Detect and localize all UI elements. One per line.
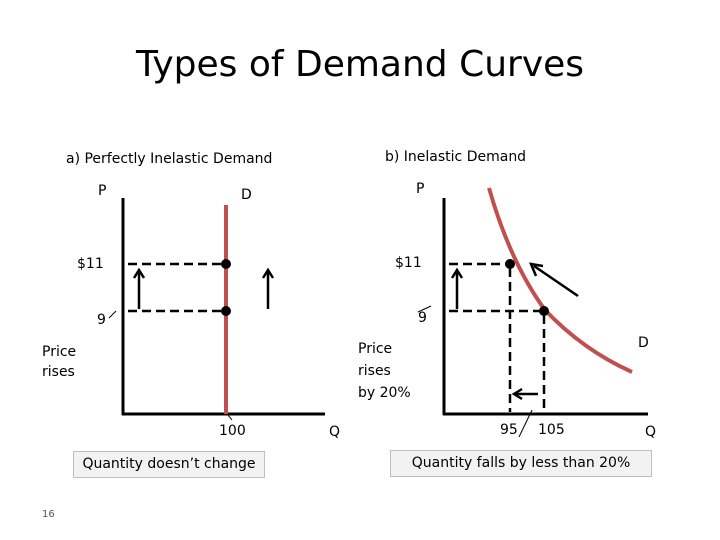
- left-price-high: $11: [77, 256, 104, 272]
- left-axis-q: Q: [329, 424, 341, 440]
- left-point-11: [221, 259, 231, 269]
- left-curve-label: D: [241, 187, 252, 203]
- left-quantity-note: Quantity doesn’t change: [73, 451, 265, 478]
- right-axis-q: Q: [645, 424, 657, 440]
- left-q100-pointer: [227, 414, 233, 421]
- left-quantity: 100: [219, 423, 246, 439]
- right-price-note-line-1: Price: [358, 341, 393, 357]
- right-q95-pointer: [518, 409, 533, 438]
- right-point-11: [505, 259, 515, 269]
- left-nine-pointer: [108, 310, 117, 319]
- right-price-note: Price rises by 20%: [358, 338, 428, 410]
- right-quantity-low: 95: [500, 422, 518, 438]
- right-price-high: $11: [395, 255, 422, 271]
- left-price-note-text: Price rises: [42, 344, 77, 380]
- right-price-note-line-3: by 20%: [358, 385, 411, 401]
- left-point-9: [221, 306, 231, 316]
- slide-title: Types of Demand Curves: [135, 44, 585, 85]
- right-axis-p: P: [416, 181, 425, 197]
- right-graph: [442, 187, 648, 416]
- left-heading: a) Perfectly Inelastic Demand: [66, 151, 273, 167]
- right-nine-pointer: [417, 305, 432, 313]
- right-curve-label: D: [638, 335, 649, 351]
- slide-number: 16: [42, 509, 55, 520]
- left-price-note: Price rises: [42, 342, 102, 382]
- right-point-9: [539, 306, 549, 316]
- right-price-low: 9: [418, 310, 427, 326]
- right-quantity-high: 105: [538, 422, 565, 438]
- right-arrow-diagonal: [533, 264, 579, 298]
- left-price-low: 9: [97, 312, 106, 328]
- right-heading: b) Inelastic Demand: [385, 149, 527, 165]
- right-quantity-note: Quantity falls by less than 20%: [390, 450, 652, 477]
- left-axis-p: P: [98, 183, 107, 199]
- left-graph: [121, 198, 325, 416]
- right-price-note-line-2: rises: [358, 363, 391, 379]
